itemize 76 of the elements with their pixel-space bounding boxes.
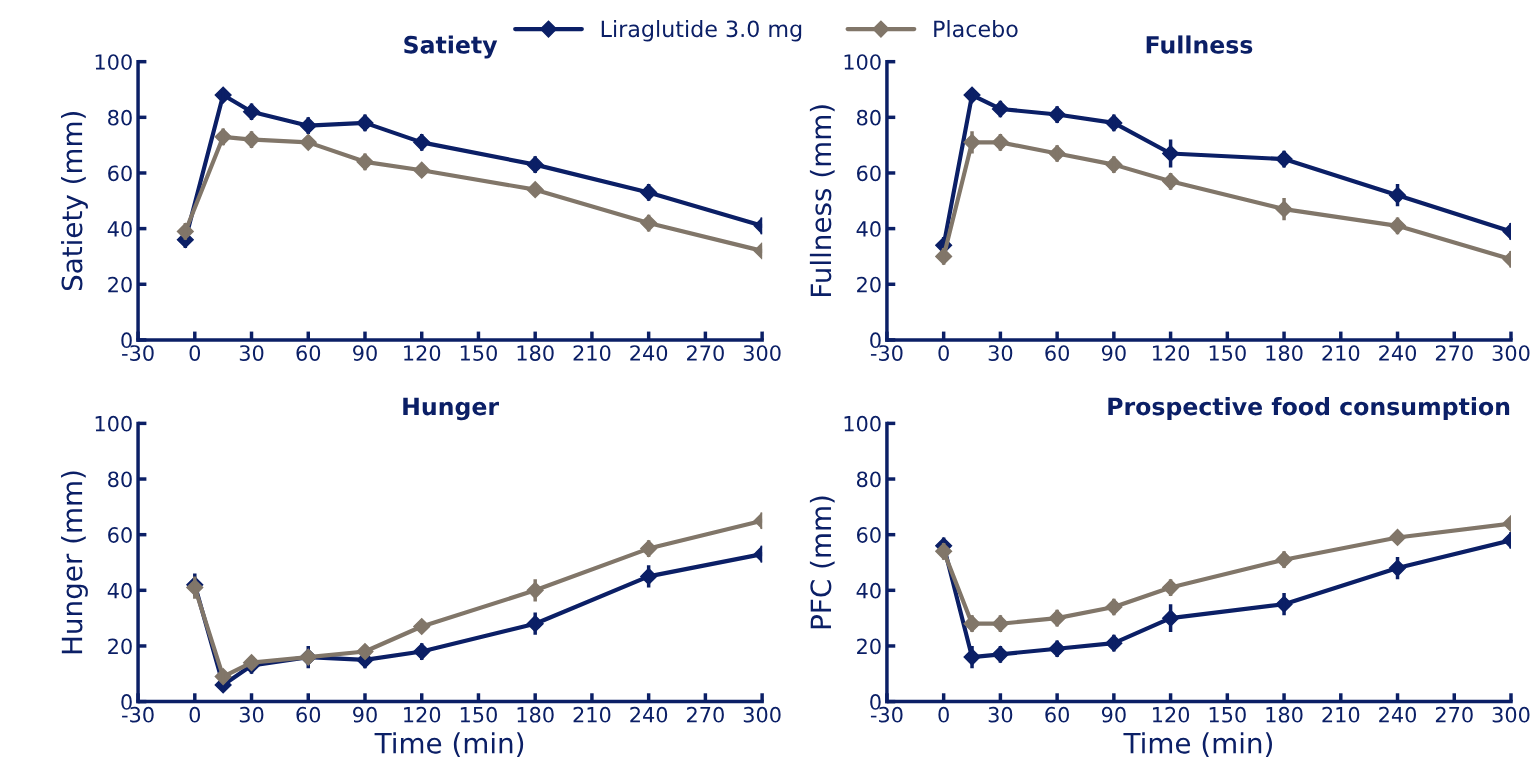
x-tick-label: 90 [1101, 345, 1126, 361]
chart-title: Satiety [404, 35, 498, 59]
x-tick-label: 240 [630, 706, 668, 723]
x-tick-label: 90 [353, 345, 377, 361]
y-tick-label: 20 [108, 638, 132, 655]
x-tick-label: 0 [938, 345, 949, 361]
x-tick-label: 270 [687, 345, 724, 361]
x-tick-label: 90 [353, 706, 377, 723]
x-tick-label: 30 [239, 706, 264, 723]
x-tick-label: 30 [239, 345, 264, 361]
x-tick-label: 180 [1266, 706, 1303, 723]
x-tick-label: 300 [1492, 345, 1530, 361]
y-axis-title: Fullness (mm) [809, 105, 835, 296]
x-tick-label: 150 [1209, 706, 1246, 723]
x-tick-label: 0 [189, 345, 201, 361]
x-axis-title: Time (min) [374, 732, 524, 757]
x-tick-label: 210 [573, 706, 611, 723]
x-tick-label: 120 [1153, 345, 1190, 361]
x-tick-label: 120 [404, 345, 441, 361]
y-tick-label: 20 [108, 276, 132, 293]
y-axis-title: Hunger (mm) [61, 471, 88, 654]
y-tick-label: 40 [856, 582, 881, 599]
x-tick-label: 210 [1322, 345, 1360, 361]
x-tick-label: 300 [743, 706, 781, 723]
x-axis-title: Time (min) [1123, 732, 1272, 757]
y-tick-label: 60 [108, 165, 132, 182]
chart-title: Hunger [403, 397, 499, 421]
x-tick-label: 0 [938, 706, 949, 723]
x-tick-label: 270 [1435, 345, 1473, 361]
y-tick-label: 100 [844, 415, 881, 432]
y-tick-label: 100 [95, 54, 132, 70]
x-tick-label: 210 [1322, 706, 1360, 723]
x-tick-label: 300 [1492, 706, 1530, 723]
chart-title: Prospective food consumption [1108, 397, 1510, 420]
x-tick-label: 240 [1379, 706, 1417, 723]
x-tick-label: 150 [460, 345, 497, 361]
y-tick-label: 80 [108, 109, 132, 126]
x-tick-label: 30 [988, 706, 1013, 723]
y-tick-label: 40 [107, 582, 132, 599]
x-tick-label: 120 [404, 706, 441, 723]
y-tick-label: 80 [856, 109, 881, 126]
x-tick-label: 180 [517, 345, 554, 361]
chart-title: Fullness [1146, 35, 1253, 54]
x-tick-label: 150 [460, 706, 497, 723]
x-tick-label: 60 [296, 345, 321, 361]
y-axis-title: Satiety (mm) [60, 112, 88, 291]
x-tick-label: 60 [1045, 706, 1069, 723]
x-tick-label: 60 [296, 706, 321, 723]
x-tick-label: 270 [1435, 706, 1473, 723]
y-tick-label: 40 [856, 221, 881, 237]
x-tick-label: 210 [573, 345, 611, 361]
x-tick-label: 270 [687, 706, 724, 723]
x-tick-label: 300 [743, 345, 781, 361]
y-tick-label: 80 [856, 471, 881, 488]
x-tick-label: 180 [1266, 345, 1303, 361]
y-tick-label: 20 [857, 276, 881, 293]
y-tick-label: 100 [844, 54, 881, 70]
y-tick-label: 40 [107, 221, 132, 237]
y-axis-title: PFC (mm) [809, 496, 835, 629]
y-tick-label: 60 [108, 527, 132, 543]
x-tick-label: 150 [1209, 345, 1246, 361]
y-tick-label: 80 [108, 471, 132, 488]
y-tick-label: 60 [857, 527, 881, 543]
x-tick-label: 240 [1379, 345, 1417, 361]
x-tick-label: 90 [1101, 706, 1126, 723]
x-tick-label: 240 [630, 345, 668, 361]
y-tick-label: 20 [857, 638, 881, 655]
x-tick-label: 0 [189, 706, 201, 723]
x-tick-label: 60 [1045, 345, 1069, 361]
x-tick-label: 180 [517, 706, 554, 723]
legend-label: Placebo [934, 20, 1018, 38]
x-tick-label: 120 [1153, 706, 1190, 723]
y-tick-label: 60 [857, 165, 881, 182]
x-tick-label: 30 [988, 345, 1013, 361]
y-tick-label: 100 [95, 415, 132, 432]
legend-label: Liraglutide 3.0 mg [601, 20, 802, 42]
